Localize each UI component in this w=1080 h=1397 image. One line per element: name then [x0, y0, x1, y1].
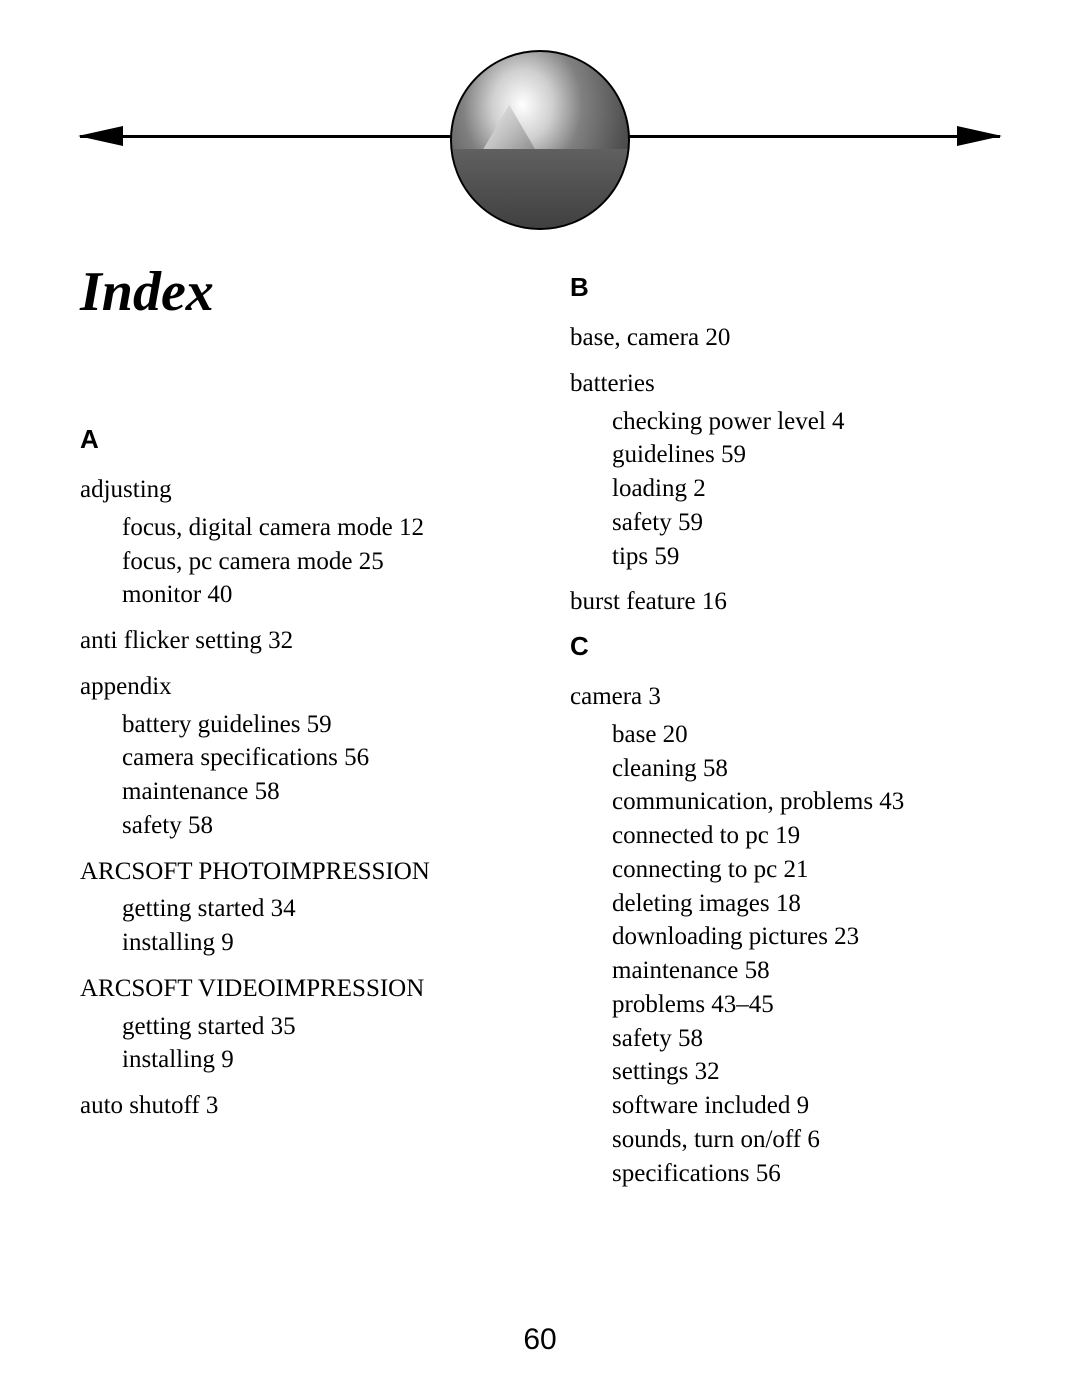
index-entry: appendix: [80, 670, 510, 704]
arrow-left-icon: [78, 126, 123, 146]
index-group: burst feature 16: [570, 585, 1000, 619]
index-subentry: tips 59: [612, 540, 1000, 574]
index-subentry: cleaning 58: [612, 752, 1000, 786]
index-content: Index A adjusting focus, digital camera …: [80, 260, 1000, 1202]
index-subentry: connected to pc 19: [612, 819, 1000, 853]
header-ornament: [80, 50, 1000, 230]
index-subentry: loading 2: [612, 472, 1000, 506]
mountain-landscape-image: [450, 50, 630, 230]
index-subentry: safety 58: [612, 1022, 1000, 1056]
index-subentry: safety 59: [612, 506, 1000, 540]
left-column: Index A adjusting focus, digital camera …: [80, 260, 510, 1202]
index-group: appendix battery guidelines 59 camera sp…: [80, 670, 510, 843]
index-subentry: settings 32: [612, 1055, 1000, 1089]
index-entry: camera 3: [570, 680, 1000, 714]
index-entry: base, camera 20: [570, 321, 1000, 355]
section-letter-b: B: [570, 272, 1000, 303]
arrow-right-icon: [957, 126, 1002, 146]
index-subentry: maintenance 58: [612, 954, 1000, 988]
index-subentry: maintenance 58: [122, 775, 510, 809]
index-subentry: camera specifications 56: [122, 741, 510, 775]
index-entry: burst feature 16: [570, 585, 1000, 619]
index-entry: anti flicker setting 32: [80, 624, 510, 658]
index-subentry: base 20: [612, 718, 1000, 752]
index-group: ARCSOFT VIDEOIMPRESSION getting started …: [80, 972, 510, 1077]
index-group: base, camera 20: [570, 321, 1000, 355]
index-subentry: specifications 56: [612, 1157, 1000, 1191]
section-letter-c: C: [570, 631, 1000, 662]
index-subentry: checking power level 4: [612, 405, 1000, 439]
index-subentry: sounds, turn on/off 6: [612, 1123, 1000, 1157]
page-number: 60: [523, 1323, 556, 1357]
index-entry: batteries: [570, 367, 1000, 401]
index-subentry: getting started 34: [122, 892, 510, 926]
index-subentry: battery guidelines 59: [122, 708, 510, 742]
index-subentry: installing 9: [122, 1043, 510, 1077]
index-group: ARCSOFT PHOTOIMPRESSION getting started …: [80, 855, 510, 960]
index-group: batteries checking power level 4 guideli…: [570, 367, 1000, 574]
index-subentry: installing 9: [122, 926, 510, 960]
index-subentry: guidelines 59: [612, 438, 1000, 472]
index-group: camera 3 base 20 cleaning 58 communicati…: [570, 680, 1000, 1190]
index-entry: adjusting: [80, 473, 510, 507]
index-subentry: software included 9: [612, 1089, 1000, 1123]
index-subentry: safety 58: [122, 809, 510, 843]
index-subentry: focus, digital camera mode 12: [122, 511, 510, 545]
index-subentry: focus, pc camera mode 25: [122, 545, 510, 579]
index-subentry: connecting to pc 21: [612, 853, 1000, 887]
index-entry: ARCSOFT PHOTOIMPRESSION: [80, 855, 510, 889]
index-entry: auto shutoff 3: [80, 1089, 510, 1123]
index-entry: ARCSOFT VIDEOIMPRESSION: [80, 972, 510, 1006]
index-subentry: monitor 40: [122, 578, 510, 612]
index-subentry: downloading pictures 23: [612, 920, 1000, 954]
index-group: adjusting focus, digital camera mode 12 …: [80, 473, 510, 612]
index-subentry: communication, problems 43: [612, 785, 1000, 819]
index-group: auto shutoff 3: [80, 1089, 510, 1123]
right-column: B base, camera 20 batteries checking pow…: [570, 260, 1000, 1202]
index-subentry: problems 43–45: [612, 988, 1000, 1022]
section-letter-a: A: [80, 424, 510, 455]
index-subentry: getting started 35: [122, 1010, 510, 1044]
index-subentry: deleting images 18: [612, 887, 1000, 921]
page-title: Index: [80, 260, 510, 324]
index-group: anti flicker setting 32: [80, 624, 510, 658]
